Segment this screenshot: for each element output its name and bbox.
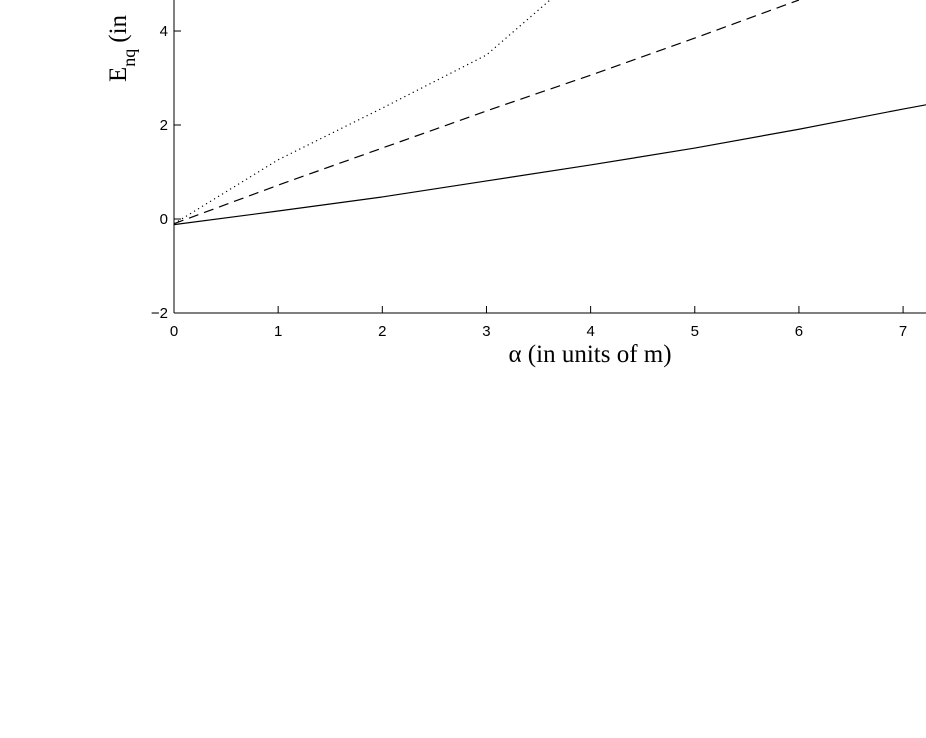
y-label-main: E bbox=[105, 67, 132, 82]
y-tick-label: 2 bbox=[160, 117, 168, 134]
y-label-rest: (in bbox=[105, 14, 132, 42]
x-tick-label: 5 bbox=[691, 323, 699, 340]
x-tick-label: 7 bbox=[899, 323, 907, 340]
x-axis-label: α (in units of m) bbox=[508, 341, 671, 368]
series-line bbox=[174, 0, 800, 225]
x-tick-label: 4 bbox=[586, 323, 594, 340]
y-axis-label: Enq (in bbox=[105, 14, 139, 82]
y-tick-label: 4 bbox=[160, 23, 168, 40]
y-tick-label: 0 bbox=[160, 211, 168, 228]
y-label-sub: nq bbox=[119, 49, 139, 67]
series-line bbox=[174, 0, 551, 225]
series-line bbox=[174, 104, 926, 226]
x-tick-label: 2 bbox=[378, 323, 386, 340]
x-tick-label: 6 bbox=[795, 323, 803, 340]
x-tick-label: 0 bbox=[170, 323, 178, 340]
y-tick-label: −2 bbox=[151, 305, 168, 322]
x-tick-label: 3 bbox=[482, 323, 490, 340]
x-tick-label: 1 bbox=[274, 323, 282, 340]
plot-area bbox=[174, 0, 926, 226]
